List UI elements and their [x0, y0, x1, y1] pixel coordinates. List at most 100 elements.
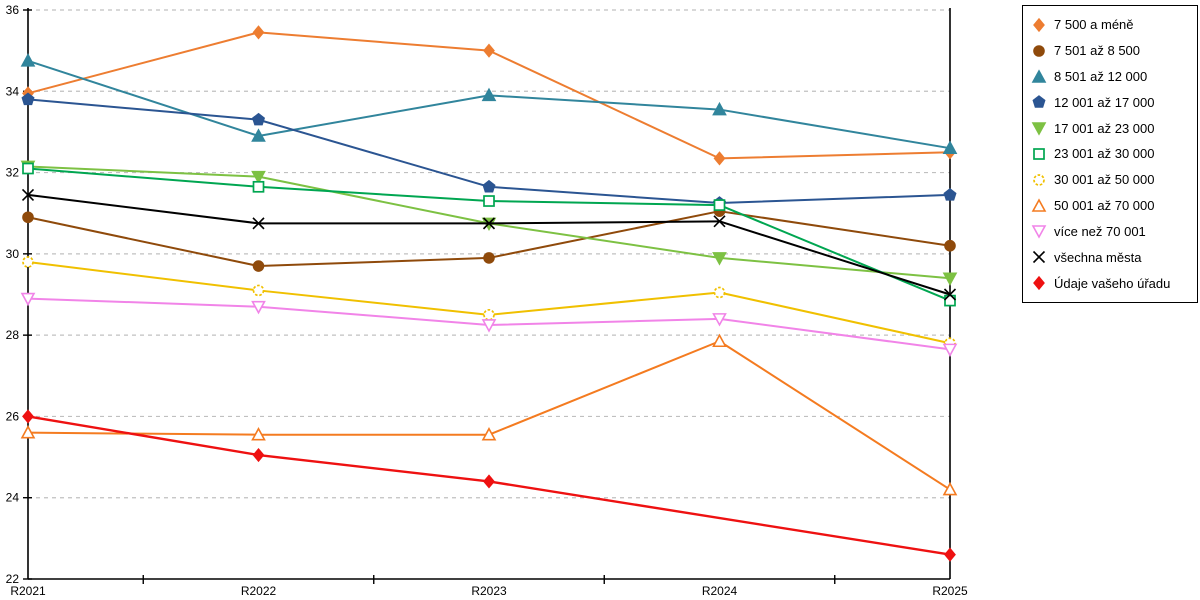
series-12-001-až-17-000: [21, 92, 957, 209]
triangle-down-marker: [20, 292, 36, 307]
legend-label: 30 001 až 50 000: [1054, 172, 1155, 188]
legend-label: 7 501 až 8 500: [1054, 43, 1141, 59]
y-axis-label: 30: [6, 247, 20, 261]
x-axis-label: R2023: [471, 584, 507, 598]
x-axis-label: R2024: [702, 584, 738, 598]
series-8-501-až-12-000: [20, 53, 958, 154]
triangle-down-marker: [712, 313, 727, 327]
series-všechna-města: [21, 188, 957, 301]
square-marker: [252, 180, 265, 193]
x-marker: [21, 188, 35, 201]
square-marker: [22, 162, 34, 175]
y-axis-label: 34: [6, 84, 20, 98]
series-23-001-až-30-000: [22, 162, 956, 307]
series-více-než-70-001: [20, 292, 958, 358]
chart-legend: 7 500 a méně 7 501 až 8 500 8 501 až 12 00…: [1022, 5, 1198, 303]
x-legend-icon: [1032, 251, 1046, 264]
series-Údaje-vašeho-úřadu: [22, 409, 956, 562]
triangle-down-legend-icon: [1031, 225, 1047, 240]
legend-item: 23 001 až 30 000: [1031, 146, 1189, 162]
diamond-marker: [252, 25, 265, 40]
y-axis-label: 26: [6, 409, 20, 423]
pentagon-legend-icon: [1032, 95, 1046, 109]
triangle-up-marker: [20, 425, 36, 439]
triangle-up-marker: [1031, 197, 1047, 212]
triangle-down-marker: [1031, 122, 1047, 136]
circle-dashed-marker: [483, 308, 495, 321]
legend-item: 8 501 až 12 000: [1031, 68, 1189, 85]
triangle-up-marker: [712, 101, 727, 116]
circle-dashed-marker: [22, 256, 34, 268]
legend-label: více než 70 001: [1054, 223, 1146, 239]
legend-label: 17 001 až 23 000: [1054, 120, 1155, 136]
diamond-marker: [483, 43, 495, 58]
triangle-up-legend-icon: [1031, 68, 1047, 83]
y-axis-label: 28: [6, 328, 20, 342]
circle-marker: [252, 260, 265, 272]
square-legend-icon: [1033, 148, 1045, 160]
y-axis-label: 36: [6, 3, 20, 17]
pentagon-marker: [21, 92, 35, 106]
circle-marker: [22, 211, 34, 224]
legend-item: 12 001 až 17 000: [1031, 94, 1189, 110]
triangle-down-legend-icon: [1031, 122, 1047, 136]
triangle-down-marker: [942, 272, 958, 286]
square-marker: [483, 195, 495, 207]
circle-dashed-legend-icon: [1033, 173, 1045, 186]
circle-marker: [1033, 44, 1045, 57]
triangle-down-marker: [712, 252, 727, 266]
series-line: [27, 340, 951, 491]
legend-item: 7 501 až 8 500: [1031, 43, 1189, 59]
triangle-up-legend-icon: [1031, 197, 1047, 212]
diamond-marker: [1033, 17, 1045, 32]
triangle-down-marker: [481, 319, 497, 333]
circle-dashed-marker: [713, 286, 726, 299]
diamond-marker: [483, 474, 495, 489]
y-axis-label: 22: [6, 572, 20, 586]
triangle-up-marker: [942, 481, 958, 496]
legend-item: více než 70 001: [1031, 223, 1189, 240]
legend-item: všechna města: [1031, 249, 1189, 265]
legend-label: Údaje vašeho úřadu: [1054, 275, 1171, 291]
triangle-up-marker: [481, 87, 497, 102]
triangle-up-marker: [481, 427, 497, 441]
diamond-marker: [252, 447, 265, 463]
triangle-down-marker: [1031, 225, 1047, 240]
x-marker: [482, 217, 496, 230]
square-marker: [1033, 148, 1045, 160]
triangle-up-marker: [942, 140, 958, 154]
y-axis-label: 32: [6, 166, 20, 180]
x-marker: [1032, 251, 1046, 264]
circle-marker: [483, 252, 495, 264]
series-50-001-až-70-000: [20, 333, 958, 496]
diamond-marker: [22, 409, 34, 424]
pentagon-marker: [1032, 95, 1046, 109]
diamond-marker: [713, 151, 726, 166]
x-marker: [943, 288, 957, 301]
legend-label: 50 001 až 70 000: [1054, 198, 1155, 214]
triangle-down-marker: [942, 343, 958, 358]
triangle-up-marker: [20, 53, 36, 67]
legend-item: 17 001 až 23 000: [1031, 120, 1189, 136]
diamond-marker: [1033, 275, 1045, 291]
legend-item: 50 001 až 70 000: [1031, 197, 1189, 214]
x-axis-label: R2025: [932, 584, 968, 598]
x-marker: [252, 217, 265, 230]
series-line: [27, 415, 951, 556]
triangle-up-marker: [251, 128, 266, 142]
pentagon-marker: [251, 112, 266, 126]
circle-marker: [944, 239, 956, 252]
legend-item: 30 001 až 50 000: [1031, 172, 1189, 188]
x-marker: [713, 215, 726, 228]
legend-label: 12 001 až 17 000: [1054, 94, 1155, 110]
circle-dashed-marker: [1033, 173, 1045, 186]
circle-legend-icon: [1033, 44, 1045, 57]
legend-label: 23 001 až 30 000: [1054, 146, 1155, 162]
x-axis-label: R2021: [10, 584, 46, 598]
triangle-up-marker: [251, 427, 266, 441]
legend-label: všechna města: [1054, 249, 1142, 265]
pentagon-marker: [943, 188, 957, 201]
diamond-legend-icon: [1033, 17, 1045, 32]
legend-item: Údaje vašeho úřadu: [1031, 275, 1189, 291]
